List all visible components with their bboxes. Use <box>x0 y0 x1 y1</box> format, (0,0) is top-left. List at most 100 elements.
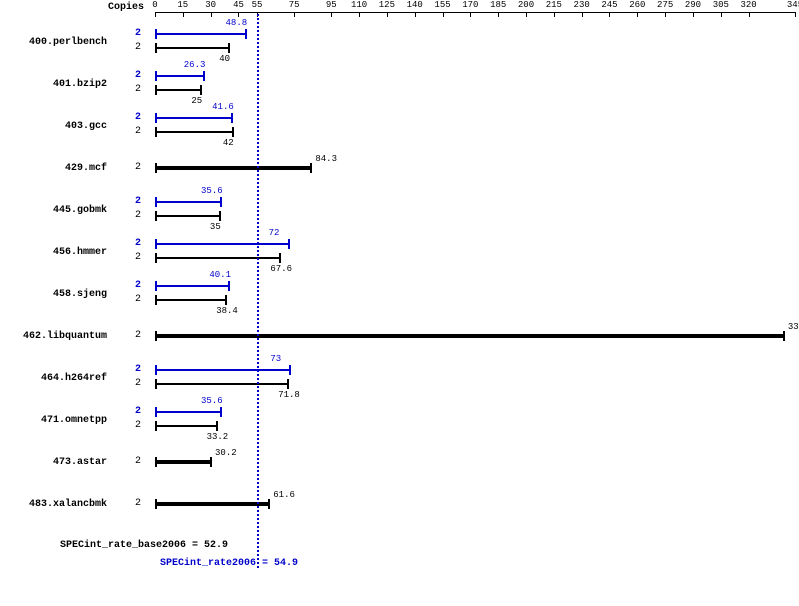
bar-end-tick <box>228 281 230 291</box>
ref-line-dot <box>257 158 259 160</box>
ref-line-dot <box>257 450 259 452</box>
ref-line-dot <box>257 442 259 444</box>
ref-line-dot <box>257 30 259 32</box>
bar-end-tick <box>287 379 289 389</box>
x-tick-label: 95 <box>326 0 337 10</box>
copies-base: 2 <box>128 162 148 173</box>
bar-end-tick <box>210 457 212 467</box>
ref-line-dot <box>257 82 259 84</box>
ref-line-dot <box>257 230 259 232</box>
x-tick-mark <box>155 12 156 17</box>
value-label-peak: 72 <box>269 228 280 238</box>
ref-line-dot <box>257 358 259 360</box>
ref-line-dot <box>257 462 259 464</box>
ref-line-dot <box>257 542 259 544</box>
x-tick-label: 75 <box>289 0 300 10</box>
copies-peak: 2 <box>128 364 148 375</box>
copies-base: 2 <box>128 294 148 305</box>
x-tick-label: 230 <box>574 0 590 10</box>
ref-line-dot <box>257 322 259 324</box>
ref-line-dot <box>257 250 259 252</box>
bar-peak <box>155 411 221 413</box>
value-label-peak: 35.6 <box>201 396 223 406</box>
bar-base <box>155 425 217 427</box>
x-tick-mark <box>582 12 583 17</box>
copies-header: Copies <box>108 2 144 13</box>
ref-line-dot <box>257 26 259 28</box>
ref-line-dot <box>257 546 259 548</box>
ref-line-dot <box>257 234 259 236</box>
summary-peak-label: SPECint_rate2006 = 54.9 <box>160 558 298 569</box>
value-label-base: 67.6 <box>270 264 292 274</box>
ref-line-dot <box>257 470 259 472</box>
ref-line-dot <box>257 110 259 112</box>
ref-line-dot <box>257 386 259 388</box>
ref-line-dot <box>257 146 259 148</box>
x-tick-label: 290 <box>685 0 701 10</box>
bar-end-tick <box>288 239 290 249</box>
ref-line-dot <box>257 370 259 372</box>
ref-line-dot <box>257 258 259 260</box>
bar-base <box>155 47 229 49</box>
ref-line-dot <box>257 150 259 152</box>
value-label-peak: 41.6 <box>212 102 234 112</box>
ref-line-dot <box>257 514 259 516</box>
copies-base: 2 <box>128 498 148 509</box>
bar-end-tick <box>232 127 234 137</box>
benchmark-name: 445.gobmk <box>2 205 107 216</box>
x-axis-line <box>155 12 795 13</box>
x-tick-mark <box>331 12 332 17</box>
bar-peak <box>155 369 290 371</box>
bar-end-tick <box>310 163 312 173</box>
ref-line-dot <box>257 506 259 508</box>
copies-peak: 2 <box>128 406 148 417</box>
ref-line-dot <box>257 354 259 356</box>
benchmark-name: 458.sjeng <box>2 289 107 300</box>
ref-line-dot <box>257 486 259 488</box>
benchmark-name: 400.perlbench <box>2 37 107 48</box>
value-label-base: 42 <box>223 138 234 148</box>
x-tick-label: 125 <box>379 0 395 10</box>
ref-line-dot <box>257 78 259 80</box>
x-tick-label: 15 <box>177 0 188 10</box>
bar-base <box>155 460 211 464</box>
ref-line-dot <box>257 46 259 48</box>
copies-peak: 2 <box>128 112 148 123</box>
ref-line-dot <box>257 102 259 104</box>
ref-line-dot <box>257 66 259 68</box>
x-tick-label: 260 <box>629 0 645 10</box>
x-tick-label: 30 <box>205 0 216 10</box>
ref-line-dot <box>257 134 259 136</box>
ref-line-dot <box>257 202 259 204</box>
ref-line-dot <box>257 394 259 396</box>
value-label-peak: 26.3 <box>184 60 206 70</box>
ref-line-dot <box>257 286 259 288</box>
ref-line-dot <box>257 118 259 120</box>
x-tick-label: 155 <box>434 0 450 10</box>
value-label-base: 30.2 <box>215 448 237 458</box>
ref-line-dot <box>257 418 259 420</box>
ref-line-dot <box>257 270 259 272</box>
ref-line-dot <box>257 238 259 240</box>
ref-line-dot <box>257 138 259 140</box>
x-tick-mark <box>415 12 416 17</box>
x-tick-mark <box>387 12 388 17</box>
ref-line-dot <box>257 178 259 180</box>
copies-base: 2 <box>128 210 148 221</box>
value-label-peak: 40.1 <box>209 270 231 280</box>
copies-base: 2 <box>128 84 148 95</box>
copies-base: 2 <box>128 456 148 467</box>
x-tick-label: 275 <box>657 0 673 10</box>
x-tick-mark <box>526 12 527 17</box>
value-label-base: 61.6 <box>273 490 295 500</box>
ref-line-dot <box>257 398 259 400</box>
ref-line-dot <box>257 94 259 96</box>
bar-end-tick <box>219 211 221 221</box>
ref-line-dot <box>257 518 259 520</box>
ref-line-dot <box>257 522 259 524</box>
ref-line-dot <box>257 466 259 468</box>
ref-line-dot <box>257 278 259 280</box>
ref-line-dot <box>257 166 259 168</box>
ref-line-dot <box>257 106 259 108</box>
value-label-peak: 48.8 <box>226 18 248 28</box>
